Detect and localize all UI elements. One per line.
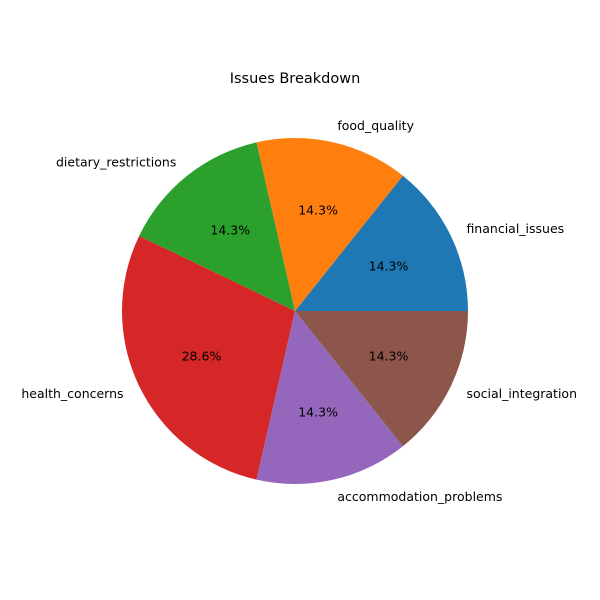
category-label-financial-issues: financial_issues	[466, 221, 564, 236]
pie-slices	[121, 138, 468, 484]
pie-slice-dietary-restrictions	[139, 142, 295, 311]
percent-label-dietary-restrictions: 14.3%	[210, 222, 250, 237]
percent-label-financial-issues: 14.3%	[369, 258, 409, 273]
category-labels: financial_issues food_quality dietary_rest…	[21, 118, 577, 504]
percent-labels: 14.3% 14.3% 14.3% 28.6% 14.3% 14.3%	[182, 202, 409, 419]
pie-slice-accommodation-problems	[256, 311, 403, 484]
percent-label-food-quality: 14.3%	[298, 202, 338, 217]
category-label-food-quality: food_quality	[337, 118, 414, 133]
category-label-accommodation-problems: accommodation_problems	[337, 489, 502, 504]
pie-slice-social-integration	[295, 311, 468, 447]
pie-slice-health-concerns	[121, 235, 295, 480]
percent-label-health-concerns: 28.6%	[182, 349, 222, 364]
pie-slice-food-quality	[256, 138, 403, 311]
percent-label-social-integration: 14.3%	[369, 349, 409, 364]
chart-title: Issues Breakdown	[230, 71, 361, 87]
percent-label-accommodation-problems: 14.3%	[298, 405, 338, 420]
pie-slice-financial-issues	[295, 175, 468, 311]
category-label-dietary-restrictions: dietary_restrictions	[56, 155, 176, 170]
category-label-health-concerns: health_concerns	[21, 386, 123, 401]
category-label-social-integration: social_integration	[466, 386, 577, 401]
